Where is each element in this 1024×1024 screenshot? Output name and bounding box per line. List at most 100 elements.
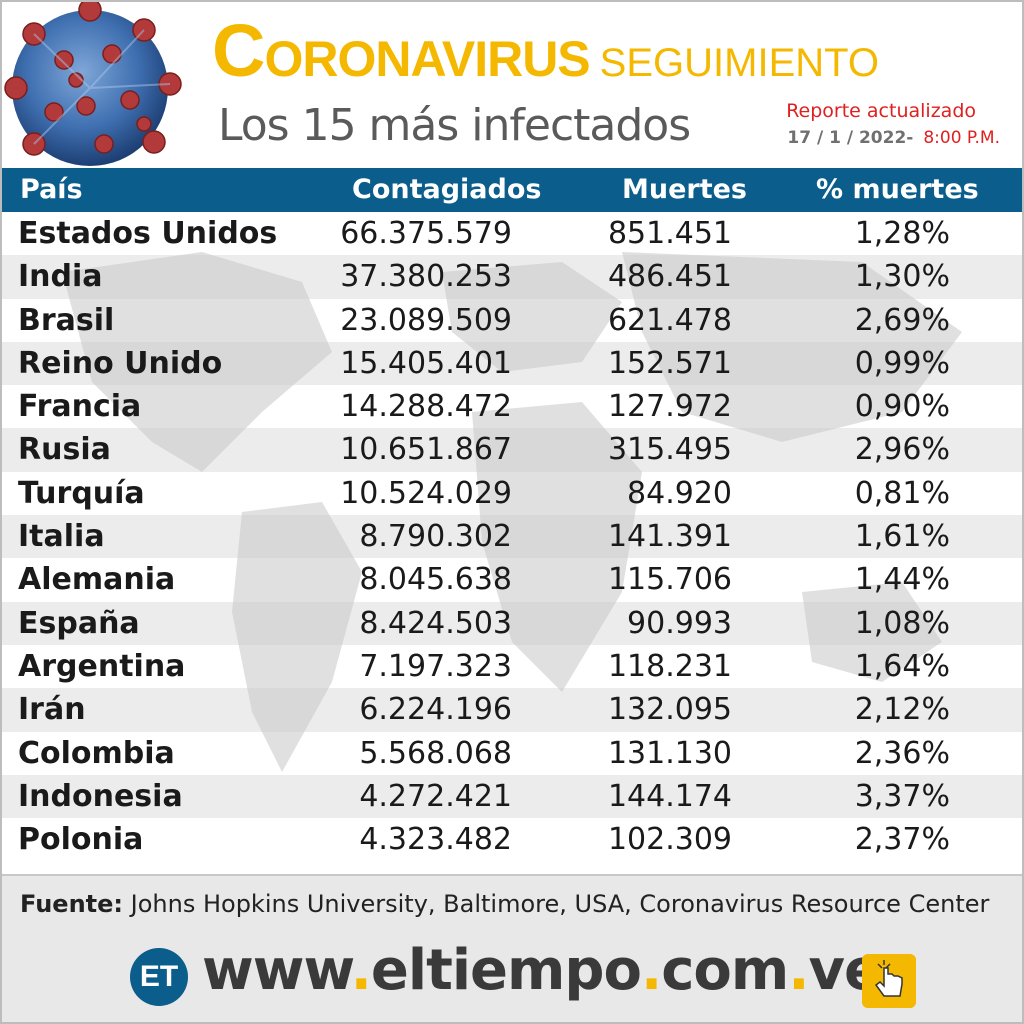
- cell-country: Irán: [18, 692, 86, 728]
- table-row: Italia 8.790.302 141.391 1,61%: [2, 515, 1022, 559]
- cell-deaths: 90.993: [627, 605, 732, 641]
- table-row: Polonia 4.323.482 102.309 2,37%: [2, 818, 1022, 861]
- cell-pct: 1,30%: [854, 259, 950, 295]
- cell-cases: 10.524.029: [340, 475, 512, 511]
- cell-country: Francia: [18, 389, 142, 425]
- cell-deaths: 127.972: [607, 389, 732, 425]
- cell-cases: 4.272.421: [359, 778, 512, 814]
- website-link[interactable]: www.eltiempo.com.ve: [202, 938, 882, 1003]
- url-part-com: com: [661, 938, 789, 1003]
- cell-country: Colombia: [18, 735, 175, 771]
- cell-cases: 8.790.302: [359, 519, 512, 555]
- cell-deaths: 84.920: [627, 475, 732, 511]
- cell-deaths: 115.706: [607, 562, 732, 598]
- url-dot: .: [788, 938, 809, 1003]
- table-row: Turquía 10.524.029 84.920 0,81%: [2, 472, 1022, 515]
- cell-cases: 7.197.323: [359, 648, 512, 684]
- coronavirus-icon: [4, 2, 182, 166]
- cell-country: Estados Unidos: [18, 216, 278, 251]
- header-pct: % muertes: [816, 174, 979, 205]
- cell-deaths: 486.451: [607, 259, 732, 295]
- cell-cases: 5.568.068: [359, 735, 512, 771]
- cell-country: Rusia: [18, 432, 111, 468]
- header-country: País: [20, 174, 83, 205]
- cell-country: Reino Unido: [18, 345, 223, 381]
- table-row: Rusia 10.651.867 315.495 2,96%: [2, 428, 1022, 472]
- table-row: Argentina 7.197.323 118.231 1,64%: [2, 645, 1022, 688]
- cell-cases: 66.375.579: [340, 216, 512, 251]
- cell-deaths: 102.309: [607, 822, 732, 858]
- title-rest: ORONAVIRUS: [264, 31, 590, 87]
- cell-deaths: 131.130: [607, 735, 732, 771]
- title-secondary: SEGUIMIENTO: [599, 41, 879, 85]
- table-header: País Contagiados Muertes % muertes: [2, 168, 1022, 212]
- url-dot: .: [350, 938, 372, 1003]
- url-dot: .: [640, 938, 662, 1003]
- table-row: Irán 6.224.196 132.095 2,12%: [2, 688, 1022, 732]
- cell-cases: 15.405.401: [340, 345, 512, 381]
- cell-country: Italia: [18, 519, 105, 555]
- header-cases: Contagiados: [352, 174, 542, 205]
- table-row: España 8.424.503 90.993 1,08%: [2, 601, 1022, 645]
- table-body: Estados Unidos 66.375.579 851.451 1,28% …: [2, 212, 1022, 861]
- cell-cases: 37.380.253: [340, 259, 512, 295]
- header: CORONAVIRUS SEGUIMIENTO Los 15 más infect…: [2, 2, 1022, 168]
- cell-cases: 6.224.196: [359, 692, 512, 728]
- brand-bar: ET www.eltiempo.com.ve: [2, 934, 1022, 1022]
- cell-deaths: 621.478: [607, 302, 732, 338]
- header-deaths: Muertes: [622, 174, 748, 205]
- url-part-domain: eltiempo: [370, 938, 642, 1003]
- cell-deaths: 141.391: [607, 519, 732, 555]
- cell-country: Indonesia: [18, 778, 183, 814]
- cell-pct: 1,08%: [854, 605, 950, 641]
- main-title: CORONAVIRUS SEGUIMIENTO: [212, 8, 879, 93]
- cell-country: Alemania: [18, 562, 176, 598]
- cell-country: Turquía: [18, 475, 145, 511]
- report-label: Reporte actualizado: [786, 100, 976, 122]
- table-row: India 37.380.253 486.451 1,30%: [2, 255, 1022, 299]
- report-time: 8:00 P.M.: [923, 128, 1000, 148]
- cell-pct: 0,99%: [854, 345, 950, 381]
- cell-cases: 23.089.509: [340, 302, 512, 338]
- cell-pct: 2,96%: [854, 432, 950, 468]
- cell-cases: 14.288.472: [340, 389, 512, 425]
- cell-country: España: [18, 605, 140, 641]
- source-text: Fuente: Johns Hopkins University, Baltim…: [20, 890, 989, 918]
- cell-deaths: 118.231: [607, 648, 732, 684]
- click-hand-icon: [862, 954, 916, 1008]
- cell-cases: 8.424.503: [359, 605, 512, 641]
- cell-deaths: 132.095: [607, 692, 732, 728]
- cell-cases: 10.651.867: [340, 432, 512, 468]
- cell-pct: 1,44%: [854, 562, 950, 598]
- cell-pct: 0,81%: [854, 475, 950, 511]
- cell-pct: 3,37%: [854, 778, 950, 814]
- table-row: Alemania 8.045.638 115.706 1,44%: [2, 558, 1022, 601]
- cell-country: Brasil: [18, 302, 115, 338]
- table-row: Estados Unidos 66.375.579 851.451 1,28%: [2, 212, 1022, 255]
- cell-deaths: 152.571: [607, 345, 732, 381]
- cell-deaths: 144.174: [607, 778, 732, 814]
- source-bar: Fuente: Johns Hopkins University, Baltim…: [2, 874, 1022, 934]
- cell-pct: 0,90%: [854, 389, 950, 425]
- cell-cases: 4.323.482: [359, 822, 512, 858]
- cell-country: Polonia: [18, 822, 144, 858]
- table-row: Brasil 23.089.509 621.478 2,69%: [2, 299, 1022, 342]
- source-label: Fuente:: [20, 890, 123, 918]
- table-row: Indonesia 4.272.421 144.174 3,37%: [2, 774, 1022, 819]
- cell-cases: 8.045.638: [359, 562, 512, 598]
- et-logo-icon: ET: [130, 948, 188, 1006]
- cell-pct: 2,36%: [854, 735, 950, 771]
- world-map-background-icon: [62, 252, 962, 772]
- cell-pct: 1,28%: [854, 216, 950, 251]
- table-row: Francia 14.288.472 127.972 0,90%: [2, 385, 1022, 428]
- report-datetime: 17 / 1 / 2022- 8:00 P.M.: [787, 128, 1000, 148]
- cell-deaths: 851.451: [607, 216, 732, 251]
- title-initial: C: [212, 9, 265, 92]
- cell-pct: 1,64%: [854, 648, 950, 684]
- subtitle: Los 15 más infectados: [218, 100, 691, 151]
- cell-country: Argentina: [18, 648, 186, 684]
- source-value: Johns Hopkins University, Baltimore, USA…: [130, 890, 990, 918]
- cell-deaths: 315.495: [607, 432, 732, 468]
- data-table: País Contagiados Muertes % muertes Estad…: [2, 168, 1022, 874]
